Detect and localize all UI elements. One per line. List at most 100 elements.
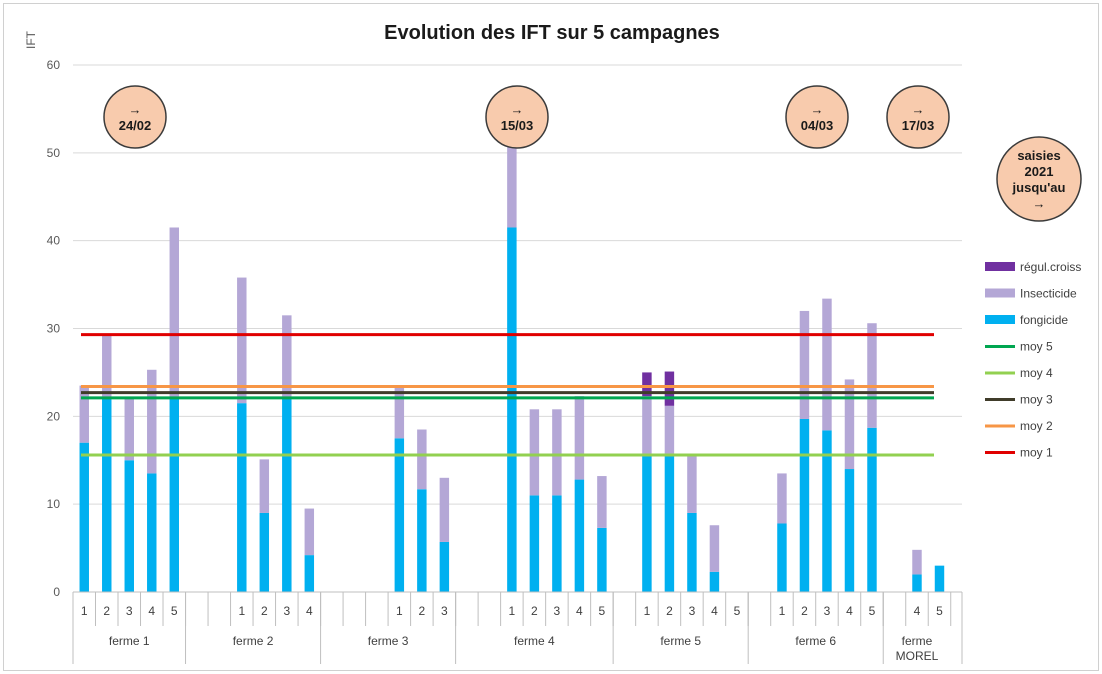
y-tick-label: 0 <box>53 585 60 599</box>
bar-fongicide <box>552 495 562 592</box>
bar-fongicide <box>417 489 427 592</box>
annotation-circle <box>886 85 950 149</box>
bar-insecticide <box>417 429 427 490</box>
y-axis-ticks: 0 10 20 30 40 50 60 <box>47 58 61 599</box>
legend-label: régul.croiss <box>1020 260 1081 274</box>
bar-insecticide <box>552 409 562 496</box>
bar-insecticide <box>574 396 585 480</box>
reference-lines <box>81 333 934 457</box>
bar-fongicide <box>777 523 787 592</box>
annotation-circle <box>485 85 549 149</box>
gridlines <box>73 64 962 593</box>
annotation-text: → <box>511 102 524 117</box>
x-tick-label: 5 <box>734 604 741 618</box>
x-tick-label: 4 <box>576 604 583 618</box>
bar-insecticide <box>507 115 517 228</box>
bar-fongicide <box>147 473 157 592</box>
bar-fongicide <box>709 571 720 592</box>
x-tick-label: 3 <box>554 604 561 618</box>
legend: régul.croiss Insecticide fongicide moy 5 moy… <box>985 260 1081 460</box>
x-tick-label: 5 <box>599 604 606 618</box>
bar-fongicide <box>439 541 450 592</box>
bar-fongicide <box>394 438 405 592</box>
annotation-circle <box>785 85 849 149</box>
bar-insecticide <box>709 525 720 572</box>
bar-fongicide <box>799 418 810 592</box>
x-tick-label: 3 <box>126 604 133 618</box>
legend-label: moy 1 <box>1020 446 1053 460</box>
bar-fongicide <box>597 527 607 592</box>
bar-fongicide <box>102 398 112 592</box>
ift-chart: 0 10 20 30 40 50 60 IFT Evolution des IFT sur … <box>24 22 1082 664</box>
bar-insecticide <box>169 227 180 399</box>
legend-swatch <box>985 315 1015 324</box>
bar-insecticide <box>912 549 922 575</box>
x-tick-label: 2 <box>666 604 673 618</box>
bar-insecticide <box>394 387 405 439</box>
legend-swatch <box>985 288 1015 298</box>
bar-insecticide <box>439 477 450 542</box>
group-label: ferme 2 <box>233 634 274 648</box>
annotation-text: → <box>129 102 142 117</box>
annotation-text: 17/03 <box>902 118 935 133</box>
bar-fongicide <box>282 398 292 592</box>
bar-insecticide <box>597 476 607 528</box>
bar-fongicide <box>642 455 652 592</box>
legend-label: moy 4 <box>1020 366 1053 380</box>
date-annotations: →24/02→15/03→04/03→17/03saisies2021jusqu… <box>103 85 1082 222</box>
x-tick-label: 3 <box>441 604 448 618</box>
x-tick-label: 1 <box>779 604 786 618</box>
bar-fongicide <box>529 495 540 592</box>
annotation-text: jusqu'au <box>1012 180 1066 195</box>
x-tick-label: 1 <box>238 604 245 618</box>
bar-insecticide <box>79 385 89 443</box>
bars <box>79 115 945 592</box>
bar-fongicide <box>912 574 922 592</box>
y-tick-label: 50 <box>47 146 61 160</box>
bar-insecticide <box>259 459 270 513</box>
x-tick-label: 2 <box>801 604 808 618</box>
bar-insecticide <box>102 334 112 399</box>
bar-r-gul-croiss <box>664 371 675 406</box>
chart-title: Evolution des IFT sur 5 campagnes <box>384 22 720 44</box>
bar-fongicide <box>304 555 315 592</box>
x-tick-label: 3 <box>824 604 831 618</box>
bar-insecticide <box>282 315 292 399</box>
x-tick-label: 1 <box>644 604 651 618</box>
annotation-text: → <box>811 102 824 117</box>
y-axis-label: IFT <box>24 30 38 49</box>
y-tick-label: 30 <box>47 322 61 336</box>
bar-fongicide <box>237 403 247 592</box>
bar-fongicide <box>574 479 585 592</box>
bar-fongicide <box>259 512 270 592</box>
annotation-text: 2021 <box>1025 164 1054 179</box>
legend-label: moy 2 <box>1020 419 1053 433</box>
x-tick-label: 4 <box>846 604 853 618</box>
bar-insecticide <box>529 409 540 496</box>
y-tick-label: 20 <box>47 409 61 423</box>
x-tick-label: 5 <box>936 604 943 618</box>
bar-insecticide <box>822 298 832 431</box>
x-tick-label: 3 <box>283 604 290 618</box>
x-tick-label: 4 <box>711 604 718 618</box>
annotation-text: 24/02 <box>119 118 152 133</box>
x-tick-label: 4 <box>914 604 921 618</box>
y-tick-label: 60 <box>47 58 61 72</box>
annotation-text: → <box>1033 196 1046 211</box>
x-tick-label: 4 <box>148 604 155 618</box>
bar-fongicide <box>844 469 855 592</box>
group-label: ferme 6 <box>795 634 836 648</box>
bar-fongicide <box>934 565 945 592</box>
chart-frame: 0 10 20 30 40 50 60 IFT Evolution des IFT sur … <box>3 3 1099 671</box>
group-label: ferme 3 <box>368 634 409 648</box>
annotation-text: 04/03 <box>801 118 834 133</box>
group-label: ferme 5 <box>660 634 701 648</box>
x-tick-label: 2 <box>531 604 538 618</box>
bar-fongicide <box>124 460 134 592</box>
annotation-text: 15/03 <box>501 118 534 133</box>
bar-fongicide <box>507 227 517 592</box>
bar-insecticide <box>844 379 855 470</box>
x-axis: 1 2 3 4 5 ferme 1 1 2 3 4 ferme 2 1 2 3 ferme 3 1 2 3 4 5 fe… <box>72 591 963 664</box>
bar-insecticide <box>237 277 247 404</box>
x-tick-label: 1 <box>509 604 516 618</box>
